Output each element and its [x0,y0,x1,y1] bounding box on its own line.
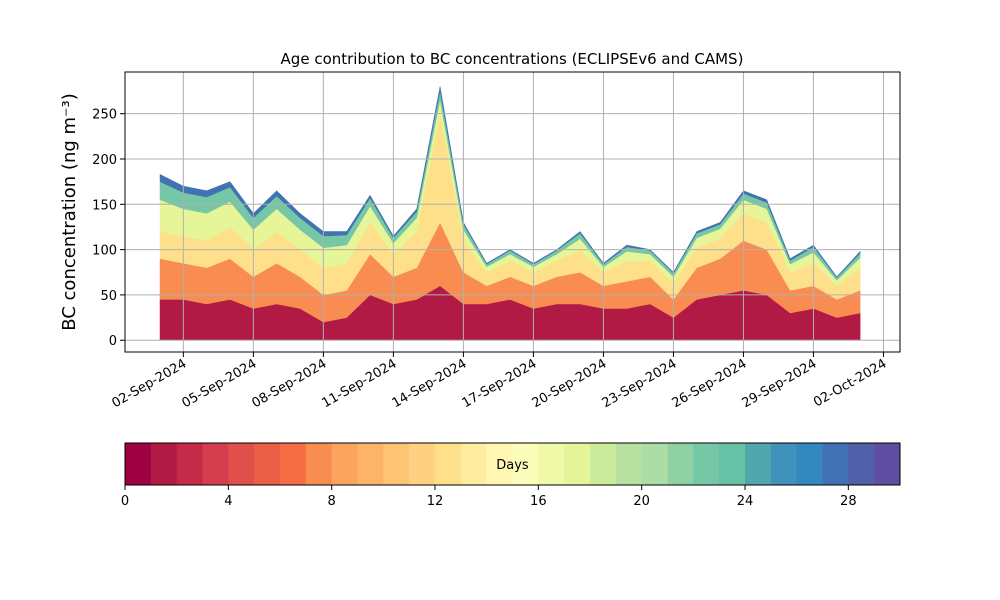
colorbar-cell [331,443,358,485]
colorbar-cell [254,443,281,485]
colorbar-cell [770,443,798,485]
colorbar-cell [202,443,229,485]
x-tick-label: 29-Sep-2024 [740,356,820,411]
x-tick-label: 23-Sep-2024 [600,356,680,411]
colorbar-cell [796,443,823,485]
colorbar-cell [280,443,307,485]
colorbar-cell [305,443,333,485]
x-tick-label: 14-Sep-2024 [390,356,470,411]
area [159,86,861,279]
chart-title: Age contribution to BC concentrations (E… [281,50,744,68]
colorbar-tick-label: 12 [427,494,444,509]
colorbar-tick-label: 4 [224,494,232,509]
colorbar-cell [822,443,849,485]
colorbar-cell [150,443,178,485]
colorbar-cell [590,443,617,485]
y-tick-label: 100 [92,244,117,259]
colorbar-cell [460,443,488,485]
x-tick-label: 08-Sep-2024 [250,356,330,411]
y-tick-label: 200 [92,153,117,168]
colorbar-tick-label: 20 [633,494,650,509]
colorbar-cell [693,443,720,485]
y-tick-label: 50 [100,289,117,304]
y-tick-label: 250 [92,108,117,123]
colorbar-cell [125,443,152,485]
colorbar-cell [357,443,384,485]
x-tick-label: 05-Sep-2024 [180,356,260,411]
colorbar-tick-label: 0 [121,494,129,509]
y-tick-label: 150 [92,198,117,213]
x-tick-label: 26-Sep-2024 [670,356,750,411]
colorbar-cell [486,443,513,485]
y-tick-label: 0 [109,334,117,349]
colorbar-tick-label: 24 [737,494,754,509]
x-tick-label: 02-Sep-2024 [110,356,190,411]
colorbar-cell [409,443,436,485]
x-tick-label: 11-Sep-2024 [320,356,400,411]
colorbar-cell [564,443,591,485]
x-tick-label: 02-Oct-2024 [811,356,889,410]
colorbar-tick-label: 28 [840,494,857,509]
colorbar-tick-label: 16 [530,494,547,509]
x-tick-label: 20-Sep-2024 [530,356,610,411]
colorbar-cell [538,443,565,485]
colorbar-cell [383,443,410,485]
colorbar-cell [719,443,746,485]
y-axis-label: BC concentration (ng m⁻³) [59,93,80,331]
colorbar-cell [512,443,539,485]
colorbar-cell [176,443,203,485]
plot-frame [124,71,901,353]
colorbar-cell [228,443,255,485]
colorbar-tick-label: 8 [328,494,336,509]
colorbar-cell [874,443,901,485]
colorbar-frame [124,442,901,486]
colorbar-cell [848,443,875,485]
colorbar-cell [615,443,643,485]
colorbar-cell [435,443,462,485]
colorbar-cell [641,443,668,485]
colorbar-label: Days [496,458,529,473]
colorbar-cell [745,443,772,485]
colorbar-cell [667,443,694,485]
x-tick-label: 17-Sep-2024 [460,356,540,411]
